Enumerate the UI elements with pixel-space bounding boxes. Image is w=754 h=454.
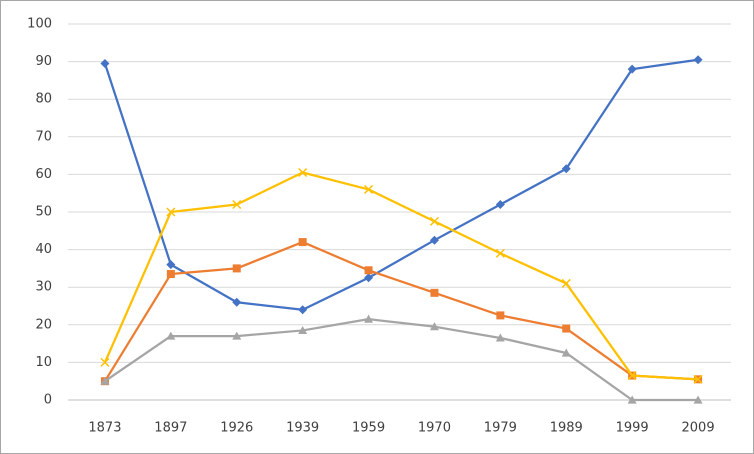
y-tick-label: 60 xyxy=(35,167,52,182)
marker xyxy=(429,322,439,331)
marker xyxy=(100,58,110,68)
y-tick-label: 80 xyxy=(35,92,52,107)
marker xyxy=(298,325,308,335)
y-tick-label: 20 xyxy=(35,317,52,332)
x-tick-label: 1897 xyxy=(154,421,187,436)
y-tick-label: 30 xyxy=(35,280,52,295)
marker xyxy=(364,266,373,275)
marker xyxy=(561,348,571,357)
x-tick-label: 1989 xyxy=(550,421,583,436)
marker xyxy=(495,199,505,209)
marker xyxy=(364,184,374,194)
marker xyxy=(496,311,505,320)
x-tick-label: 1939 xyxy=(286,421,319,436)
y-tick-label: 10 xyxy=(35,355,52,370)
marker xyxy=(364,314,374,323)
x-tick-label: 1970 xyxy=(418,421,451,436)
series-line xyxy=(104,318,699,402)
marker xyxy=(166,331,176,340)
y-tick-label: 70 xyxy=(35,129,52,144)
marker xyxy=(627,64,637,74)
marker xyxy=(166,270,175,279)
marker xyxy=(561,164,571,174)
marker xyxy=(495,333,505,342)
marker xyxy=(429,216,439,226)
marker xyxy=(561,278,571,288)
marker xyxy=(364,273,374,283)
marker xyxy=(495,248,505,258)
series-line xyxy=(103,58,699,311)
marker xyxy=(693,395,703,404)
x-tick-label: 1999 xyxy=(616,421,649,436)
marker xyxy=(430,288,439,297)
x-tick-label: 1926 xyxy=(220,421,253,436)
marker xyxy=(627,371,637,381)
marker xyxy=(100,357,110,367)
x-tick-label: 1979 xyxy=(484,421,517,436)
x-tick-label: 2009 xyxy=(682,421,715,436)
y-tick-label: 90 xyxy=(35,54,52,69)
marker xyxy=(429,235,439,245)
y-tick-label: 50 xyxy=(35,205,52,220)
marker xyxy=(232,264,241,273)
marker xyxy=(100,376,110,385)
y-tick-label: 0 xyxy=(44,393,52,408)
marker xyxy=(166,207,176,217)
marker xyxy=(232,331,242,340)
marker xyxy=(298,305,308,315)
y-tick-label: 40 xyxy=(35,242,52,257)
marker xyxy=(298,167,308,178)
marker xyxy=(166,260,176,270)
series-line xyxy=(103,240,699,382)
marker xyxy=(232,199,242,210)
x-tick-label: 1959 xyxy=(352,421,385,436)
x-tick-label: 1873 xyxy=(88,421,121,436)
series-line xyxy=(103,171,699,381)
y-tick-label: 100 xyxy=(27,17,52,32)
marker xyxy=(232,297,242,307)
marker xyxy=(298,238,307,247)
marker xyxy=(693,374,703,384)
marker xyxy=(627,395,637,404)
marker xyxy=(562,324,571,333)
marker xyxy=(693,55,703,65)
